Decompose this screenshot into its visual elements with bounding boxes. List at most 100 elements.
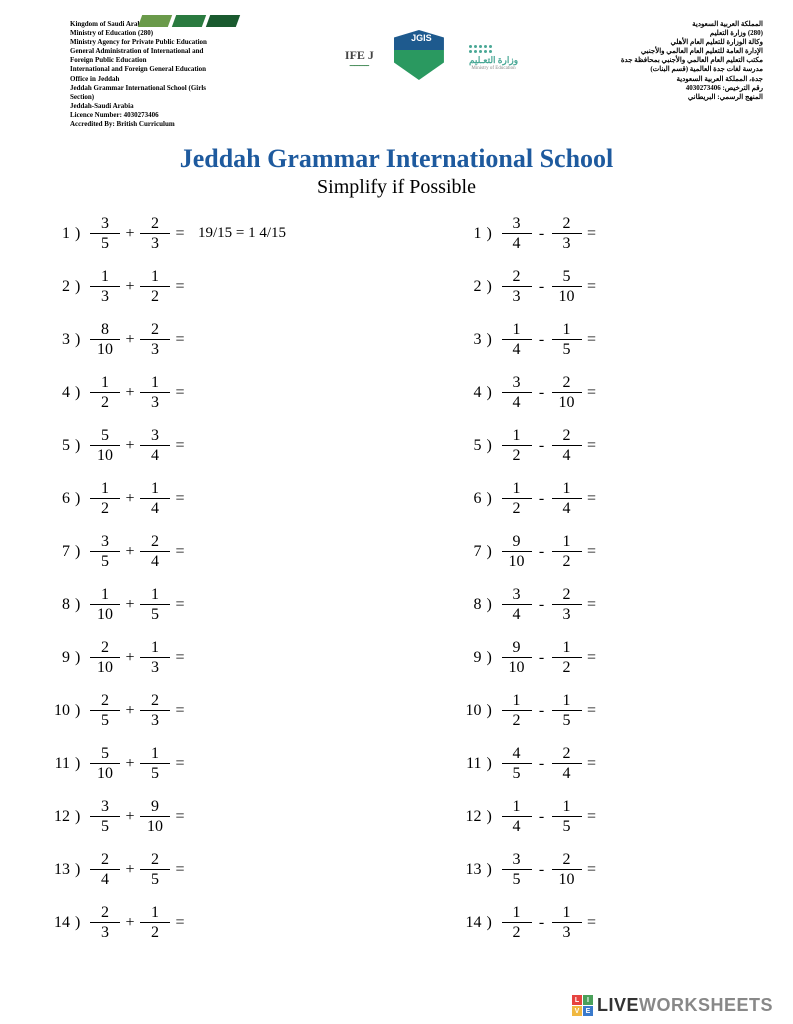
operator: -	[532, 596, 552, 614]
paren: )	[75, 225, 90, 243]
equals: =	[170, 755, 190, 773]
fraction-2: 12	[140, 268, 170, 306]
ministry-logo: وزارة التعـليم Ministry of Education	[469, 45, 518, 71]
ministry-dots-icon	[469, 45, 518, 53]
fraction-1: 810	[90, 321, 120, 359]
operator: -	[532, 331, 552, 349]
problem-row: 12)14-15=	[447, 790, 759, 843]
equals: =	[582, 649, 602, 667]
fraction-1: 34	[502, 586, 532, 624]
fraction-1: 14	[502, 798, 532, 836]
problem-number: 11	[447, 755, 487, 773]
problem-number: 13	[35, 861, 75, 879]
paren: )	[487, 755, 502, 773]
operator: +	[120, 755, 140, 773]
paren: )	[75, 596, 90, 614]
ifej-logo: IFE J ━━━━━━━━	[345, 48, 374, 68]
operator: -	[532, 755, 552, 773]
equals: =	[170, 808, 190, 826]
operator: +	[120, 225, 140, 243]
problem-number: 8	[35, 596, 75, 614]
operator: +	[120, 808, 140, 826]
problem-number: 7	[35, 543, 75, 561]
paren: )	[487, 490, 502, 508]
operator: -	[532, 437, 552, 455]
ministry-english: Ministry of Education	[469, 66, 518, 71]
problem-number: 13	[447, 861, 487, 879]
fraction-2: 23	[552, 215, 582, 253]
paren: )	[75, 808, 90, 826]
operator: -	[532, 808, 552, 826]
problem-row: 11)45-24=	[447, 737, 759, 790]
fraction-2: 23	[140, 321, 170, 359]
fraction-2: 23	[140, 692, 170, 730]
fraction-1: 12	[90, 374, 120, 412]
problem-row: 1)35+23=19/15 = 1 4/15	[35, 207, 347, 260]
operator: -	[532, 225, 552, 243]
problem-number: 12	[35, 808, 75, 826]
problems-container: 1)35+23=19/15 = 1 4/152)13+12=3)810+23=4…	[0, 207, 793, 949]
operator: +	[120, 543, 140, 561]
problem-row: 13)35-210=	[447, 843, 759, 896]
problem-row: 7)910-12=	[447, 525, 759, 578]
fraction-2: 34	[140, 427, 170, 465]
fraction-1: 35	[90, 798, 120, 836]
answer-field[interactable]: 19/15 = 1 4/15	[198, 225, 286, 242]
jgis-logo: JGIS	[394, 30, 449, 85]
equals: =	[582, 702, 602, 720]
operator: +	[120, 596, 140, 614]
paren: )	[75, 861, 90, 879]
operator: +	[120, 861, 140, 879]
fraction-1: 910	[502, 639, 532, 677]
equals: =	[170, 490, 190, 508]
fraction-1: 34	[502, 215, 532, 253]
paren: )	[487, 331, 502, 349]
problem-number: 9	[35, 649, 75, 667]
fraction-1: 23	[90, 904, 120, 942]
operator: -	[532, 543, 552, 561]
problem-row: 9)910-12=	[447, 631, 759, 684]
problem-number: 6	[35, 490, 75, 508]
footer-text: LIVEWORKSHEETS	[597, 995, 773, 1016]
equals: =	[582, 437, 602, 455]
problem-row: 8)110+15=	[35, 578, 347, 631]
problem-row: 3)810+23=	[35, 313, 347, 366]
fraction-1: 45	[502, 745, 532, 783]
fraction-1: 35	[90, 215, 120, 253]
equals: =	[582, 808, 602, 826]
paren: )	[75, 543, 90, 561]
fraction-1: 13	[90, 268, 120, 306]
paren: )	[75, 755, 90, 773]
operator: +	[120, 384, 140, 402]
paren: )	[487, 437, 502, 455]
problem-row: 2)23-510=	[447, 260, 759, 313]
operator: +	[120, 437, 140, 455]
operator: -	[532, 702, 552, 720]
fraction-2: 12	[552, 533, 582, 571]
operator: -	[532, 490, 552, 508]
paren: )	[487, 278, 502, 296]
fraction-2: 15	[552, 692, 582, 730]
fraction-2: 24	[552, 427, 582, 465]
problem-number: 4	[35, 384, 75, 402]
problem-number: 5	[447, 437, 487, 455]
equals: =	[582, 490, 602, 508]
equals: =	[582, 596, 602, 614]
fraction-1: 35	[502, 851, 532, 889]
ifej-label: IFE J	[345, 48, 374, 63]
footer-live: LIVE	[597, 995, 639, 1015]
fraction-2: 210	[552, 851, 582, 889]
problem-number: 3	[447, 331, 487, 349]
paren: )	[487, 384, 502, 402]
operator: +	[120, 649, 140, 667]
fraction-1: 910	[502, 533, 532, 571]
problem-number: 10	[447, 702, 487, 720]
fraction-2: 210	[552, 374, 582, 412]
equals: =	[582, 543, 602, 561]
equals: =	[170, 702, 190, 720]
paren: )	[75, 649, 90, 667]
problem-row: 14)23+12=	[35, 896, 347, 949]
problem-row: 6)12-14=	[447, 472, 759, 525]
fraction-1: 34	[502, 374, 532, 412]
fraction-1: 12	[90, 480, 120, 518]
